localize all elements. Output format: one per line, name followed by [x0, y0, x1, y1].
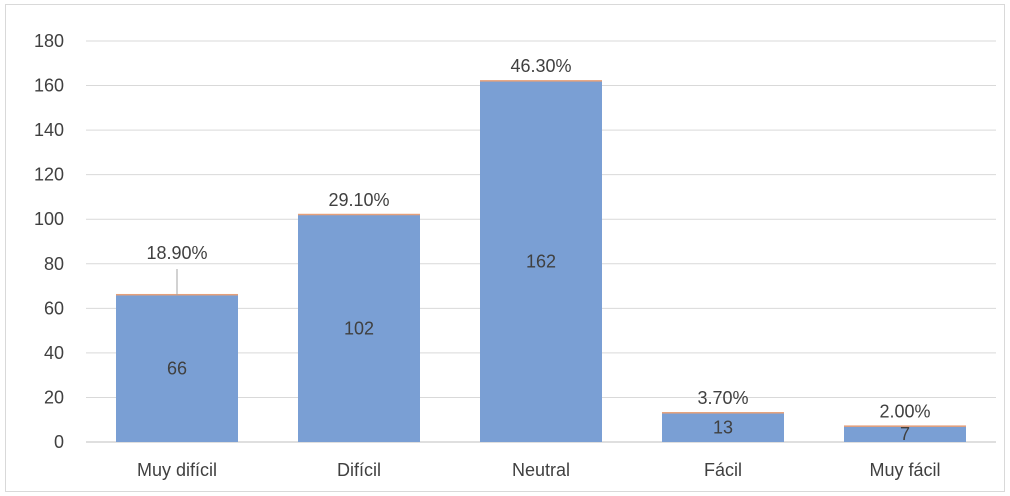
- y-tick-label: 160: [34, 76, 64, 96]
- data-labels: 66 18.90% 102 29.10% 162 46.30% 13 3.70% 7 2.00%: [146, 56, 930, 444]
- value-label: 162: [526, 252, 556, 272]
- y-tick-label: 100: [34, 209, 64, 229]
- y-tick-label: 120: [34, 165, 64, 185]
- category-label: Fácil: [704, 460, 742, 480]
- y-tick-label: 60: [44, 298, 64, 318]
- percent-label: 46.30%: [510, 56, 571, 76]
- percent-label: 18.90%: [146, 243, 207, 263]
- bar-top-accent: [298, 213, 420, 216]
- x-axis-categories: Muy difícil Difícil Neutral Fácil Muy fácil: [137, 460, 941, 480]
- bar: [662, 413, 784, 442]
- category-label: Neutral: [512, 460, 570, 480]
- percent-label: 2.00%: [879, 401, 930, 421]
- y-tick-label: 140: [34, 120, 64, 140]
- bar-top-accent: [480, 80, 602, 82]
- category-label: Difícil: [337, 460, 381, 480]
- y-tick-label: 0: [54, 432, 64, 452]
- bars: [116, 80, 966, 442]
- y-tick-label: 20: [44, 387, 64, 407]
- value-label: 7: [900, 424, 910, 444]
- bar: [298, 214, 420, 442]
- y-axis-ticks: 0 20 40 60 80 100 120 140 160 180: [34, 31, 64, 452]
- percent-label: 29.10%: [328, 190, 389, 210]
- y-tick-label: 180: [34, 31, 64, 51]
- bar: [480, 81, 602, 442]
- value-label: 102: [344, 318, 374, 338]
- percent-label: 3.70%: [697, 388, 748, 408]
- category-label: Muy difícil: [137, 460, 217, 480]
- y-tick-label: 80: [44, 254, 64, 274]
- value-label: 66: [167, 358, 187, 378]
- bar-top-accent: [662, 412, 784, 414]
- bar: [116, 294, 238, 442]
- bar: [844, 426, 966, 442]
- category-label: Muy fácil: [869, 460, 940, 480]
- bar-top-accent: [844, 425, 966, 427]
- value-label: 13: [713, 418, 733, 438]
- y-tick-label: 40: [44, 343, 64, 363]
